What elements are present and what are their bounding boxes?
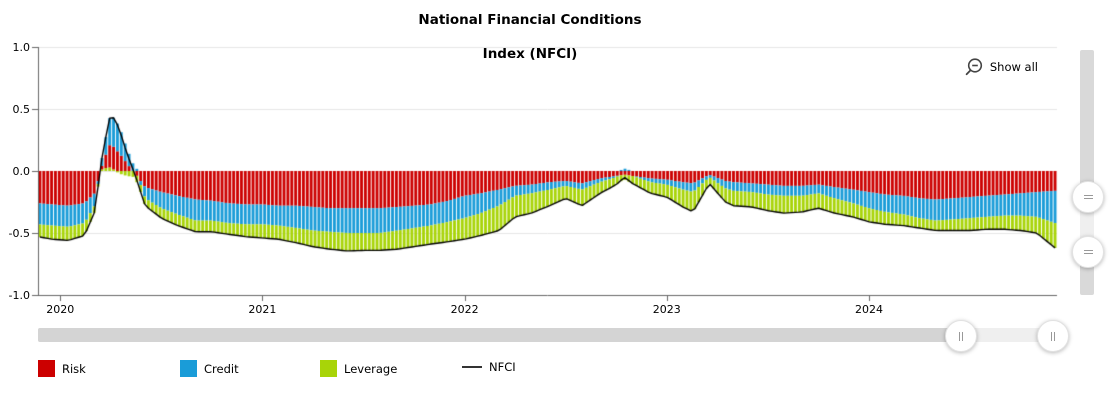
legend-label-risk: Risk — [62, 361, 86, 376]
show-all-label: Show all — [989, 60, 1038, 74]
vertical-zoom-handle-top[interactable] — [1072, 181, 1104, 213]
grip-lines-icon — [1051, 331, 1055, 341]
credit-swatch — [180, 360, 197, 377]
chart-title: National Financial Conditions Index (NFC… — [0, 12, 1060, 63]
x-axis-label: 2024 — [854, 303, 883, 316]
legend-label-nfci: NFCI — [489, 360, 516, 374]
show-all-button[interactable]: Show all — [964, 57, 1038, 77]
x-axis-label: 2023 — [652, 303, 681, 316]
chart-plot-area[interactable] — [0, 0, 1110, 330]
legend-item-leverage[interactable]: Leverage — [320, 360, 397, 377]
chart-title-line1: National Financial Conditions — [418, 12, 642, 28]
y-axis-label: 0.0 — [12, 165, 31, 178]
x-axis-label: 2022 — [450, 303, 479, 316]
risk-swatch — [38, 360, 55, 377]
y-axis-label: 1.0 — [12, 41, 31, 54]
chart-title-line2: Index (NFCI) — [482, 46, 578, 62]
horizontal-zoom-unselected-range[interactable] — [38, 328, 950, 342]
grip-lines-icon — [1083, 195, 1093, 199]
horizontal-zoom-handle-left[interactable] — [945, 320, 977, 352]
x-axis-label: 2021 — [248, 303, 277, 316]
y-axis-label: 0.5 — [12, 103, 31, 116]
legend-item-nfci[interactable]: NFCI — [462, 360, 516, 374]
legend-item-risk[interactable]: Risk — [38, 360, 86, 377]
vertical-zoom-handle-bottom[interactable] — [1072, 236, 1104, 268]
legend-label-leverage: Leverage — [344, 361, 398, 376]
grip-lines-icon — [959, 331, 963, 341]
horizontal-zoom-track[interactable] — [38, 328, 1060, 342]
y-axis-label: -1.0 — [8, 289, 30, 302]
x-axis-label: 2020 — [46, 303, 75, 316]
zoom-out-icon — [965, 58, 982, 76]
y-axis-label: -0.5 — [8, 227, 30, 240]
horizontal-zoom-handle-right[interactable] — [1037, 320, 1069, 352]
legend-item-credit[interactable]: Credit — [180, 360, 239, 377]
nfci-line-swatch — [462, 366, 482, 368]
legend-label-credit: Credit — [204, 361, 239, 376]
grip-lines-icon — [1083, 250, 1093, 254]
leverage-swatch — [320, 360, 337, 377]
